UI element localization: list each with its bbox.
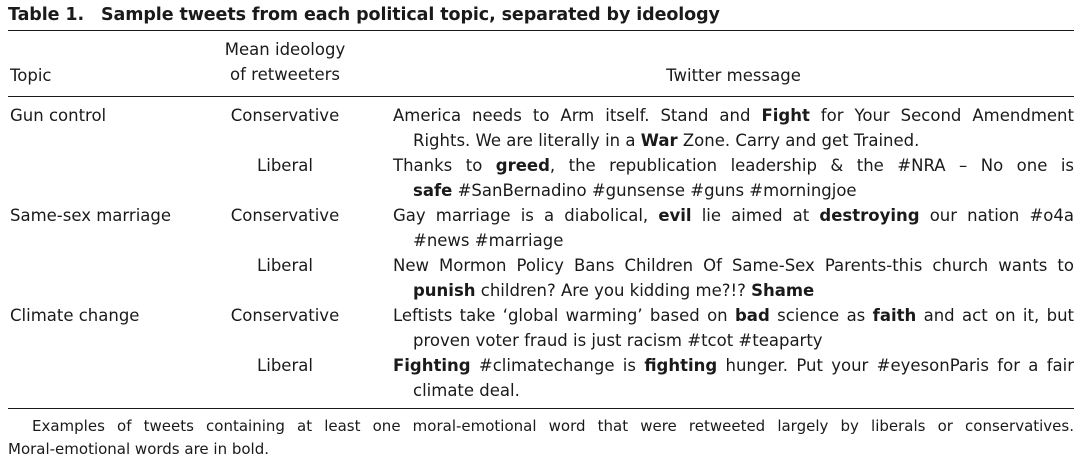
header-ideology-line1: Mean ideology: [224, 40, 346, 59]
moral-emotional-word: War: [640, 131, 678, 150]
message-line: climate deal.: [393, 378, 1074, 403]
ideology-cell: Conservative: [230, 106, 340, 125]
message-text: and act on it, but: [916, 306, 1074, 325]
topic-cell: Same-sex marriage: [10, 206, 172, 225]
message-cell: Leftists take ‘global warming’ based on …: [393, 303, 1074, 353]
message-line: safe #SanBernadino #gunsense #guns #morn…: [393, 178, 1074, 203]
message-line: #news #marriage: [393, 228, 1074, 253]
header-rule: [8, 96, 1074, 97]
message-line: New Mormon Policy Bans Children Of Same-…: [393, 253, 1074, 278]
top-rule: [8, 30, 1074, 31]
message-text: science as: [769, 306, 873, 325]
bottom-rule: [8, 408, 1074, 409]
moral-emotional-word: destroying: [819, 206, 920, 225]
ideology-cell: Conservative: [230, 306, 340, 325]
message-text: America needs to Arm itself. Stand and: [393, 106, 762, 125]
message-text: #SanBernadino #gunsense #guns #morningjo…: [452, 181, 857, 200]
moral-emotional-word: punish: [413, 281, 476, 300]
message-text: #news #marriage: [413, 231, 564, 250]
moral-emotional-word: Fighting: [393, 356, 471, 375]
moral-emotional-word: evil: [658, 206, 692, 225]
moral-emotional-word: Fight: [761, 106, 810, 125]
message-line: proven voter fraud is just racism #tcot …: [393, 328, 1074, 353]
message-text: proven voter fraud is just racism #tcot …: [413, 331, 823, 350]
table-caption: Table 1. Sample tweets from each politica…: [8, 5, 720, 25]
message-line: Gay marriage is a diabolical, evil lie a…: [393, 203, 1074, 228]
footnote-line-1: Examples of tweets containing at least o…: [32, 417, 1074, 435]
message-cell: America needs to Arm itself. Stand and F…: [393, 103, 1074, 153]
message-line: Thanks to greed, the republication leade…: [393, 153, 1074, 178]
table-title: Sample tweets from each political topic,…: [101, 5, 720, 25]
footnote-line-2: Moral-emotional words are in bold.: [8, 440, 270, 458]
message-text: for Your Second Amendment: [809, 106, 1074, 125]
message-line: America needs to Arm itself. Stand and F…: [393, 103, 1074, 128]
ideology-cell: Conservative: [230, 206, 340, 225]
ideology-cell: Liberal: [257, 156, 313, 175]
message-text: Thanks to: [393, 156, 496, 175]
message-cell: Gay marriage is a diabolical, evil lie a…: [393, 203, 1074, 253]
moral-emotional-word: greed: [495, 156, 550, 175]
moral-emotional-word: bad: [735, 306, 770, 325]
message-text: Gay marriage is a diabolical,: [393, 206, 659, 225]
header-topic: Topic: [10, 66, 52, 85]
topic-cell: Climate change: [10, 306, 140, 325]
message-line: Fighting #climatechange is fighting hung…: [393, 353, 1074, 378]
header-ideology: Mean ideology of retweeters: [185, 37, 385, 87]
message-line: Leftists take ‘global warming’ based on …: [393, 303, 1074, 328]
message-line: Rights. We are literally in a War Zone. …: [393, 128, 1074, 153]
table-number: Table 1.: [8, 5, 85, 25]
message-text: children? Are you kidding me?!?: [475, 281, 752, 300]
message-text: our nation #o4a: [919, 206, 1074, 225]
message-text: Rights. We are literally in a: [413, 131, 641, 150]
moral-emotional-word: faith: [872, 306, 917, 325]
table-footnote: Examples of tweets containing at least o…: [8, 415, 1074, 461]
message-text: , the republication leadership & the #NR…: [549, 156, 1075, 175]
message-text: hunger. Put your #eyesonParis for a fair: [717, 356, 1075, 375]
table-row: Liberal Fighting #climatechange is fighti…: [0, 353, 1081, 403]
message-line: punish children? Are you kidding me?!? S…: [393, 278, 1074, 303]
moral-emotional-word: Shame: [751, 281, 815, 300]
message-text: climate deal.: [413, 381, 520, 400]
topic-cell: Gun control: [10, 106, 107, 125]
message-cell: Fighting #climatechange is fighting hung…: [393, 353, 1074, 403]
table-row: Same-sex marriage Conservative Gay marriag…: [0, 203, 1081, 253]
message-text: #climatechange is: [470, 356, 645, 375]
ideology-cell: Liberal: [257, 356, 313, 375]
message-text: lie aimed at: [691, 206, 820, 225]
table-row: Gun control Conservative America needs to …: [0, 103, 1081, 153]
message-text: Zone. Carry and get Trained.: [677, 131, 920, 150]
header-ideology-line2: of retweeters: [230, 65, 340, 84]
header-message: Twitter message: [666, 66, 801, 85]
message-cell: Thanks to greed, the republication leade…: [393, 153, 1074, 203]
moral-emotional-word: fighting: [644, 356, 718, 375]
ideology-cell: Liberal: [257, 256, 313, 275]
moral-emotional-word: safe: [413, 181, 453, 200]
table-row: Liberal New Mormon Policy Bans Children O…: [0, 253, 1081, 303]
message-text: Leftists take ‘global warming’ based on: [393, 306, 735, 325]
message-cell: New Mormon Policy Bans Children Of Same-…: [393, 253, 1074, 303]
table-row: Liberal Thanks to greed, the republicatio…: [0, 153, 1081, 203]
table-row: Climate change Conservative Leftists take …: [0, 303, 1081, 353]
message-text: New Mormon Policy Bans Children Of Same-…: [393, 256, 1074, 275]
